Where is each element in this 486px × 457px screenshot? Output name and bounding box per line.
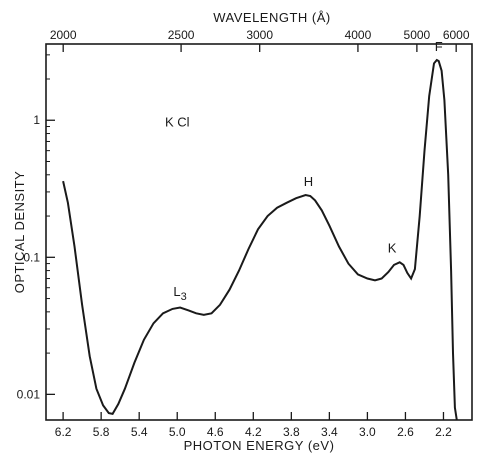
annotation-label: L3 [173,284,186,303]
x-tick-label: 3.0 [359,425,376,439]
annotation-label: K [388,241,397,256]
top-tick-label: 3000 [246,28,273,42]
top-tick-label: 6000 [443,28,470,42]
x-axis-label: PHOTON ENERGY (eV) [184,438,335,453]
x-tick-label: 5.4 [131,425,148,439]
y-tick-label: 0.1 [23,250,40,264]
x-tick-label: 6.2 [55,425,72,439]
top-tick-label: 2000 [50,28,77,42]
optical-density-curve [62,58,458,421]
annotation-label: F [435,39,443,54]
top-tick-label: 4000 [345,28,372,42]
y-tick-label: 0.01 [17,387,41,401]
top-tick-label: 5000 [404,28,431,42]
x-axis-ticks: 6.2 5.8 5.4 5.0 4.6 4.2 3.8 3.4 3.0 2.6 2.2 [55,412,452,439]
annotation-label: H [304,174,313,189]
y-tick-label: 1 [33,113,40,127]
x-tick-label: 5.0 [169,425,186,439]
top-tick-label: 2500 [168,28,195,42]
annotation-label: K Cl [165,115,190,130]
top-axis-label: WAVELENGTH (Å) [213,10,331,25]
x-tick-label: 3.4 [321,425,338,439]
plot-frame [45,43,473,421]
x-tick-label: 3.8 [283,425,300,439]
x-tick-label: 2.6 [397,425,414,439]
x-tick-label: 4.2 [245,425,262,439]
x-tick-label: 2.2 [435,425,452,439]
y-axis-ticks: 1 0.1 0.01 [17,54,55,401]
x-tick-label: 5.8 [93,425,110,439]
top-axis-ticks: 2000 2500 3000 4000 5000 6000 [50,28,470,52]
y-axis-label: OPTICAL DENSITY [12,171,27,294]
x-tick-label: 4.6 [207,425,224,439]
